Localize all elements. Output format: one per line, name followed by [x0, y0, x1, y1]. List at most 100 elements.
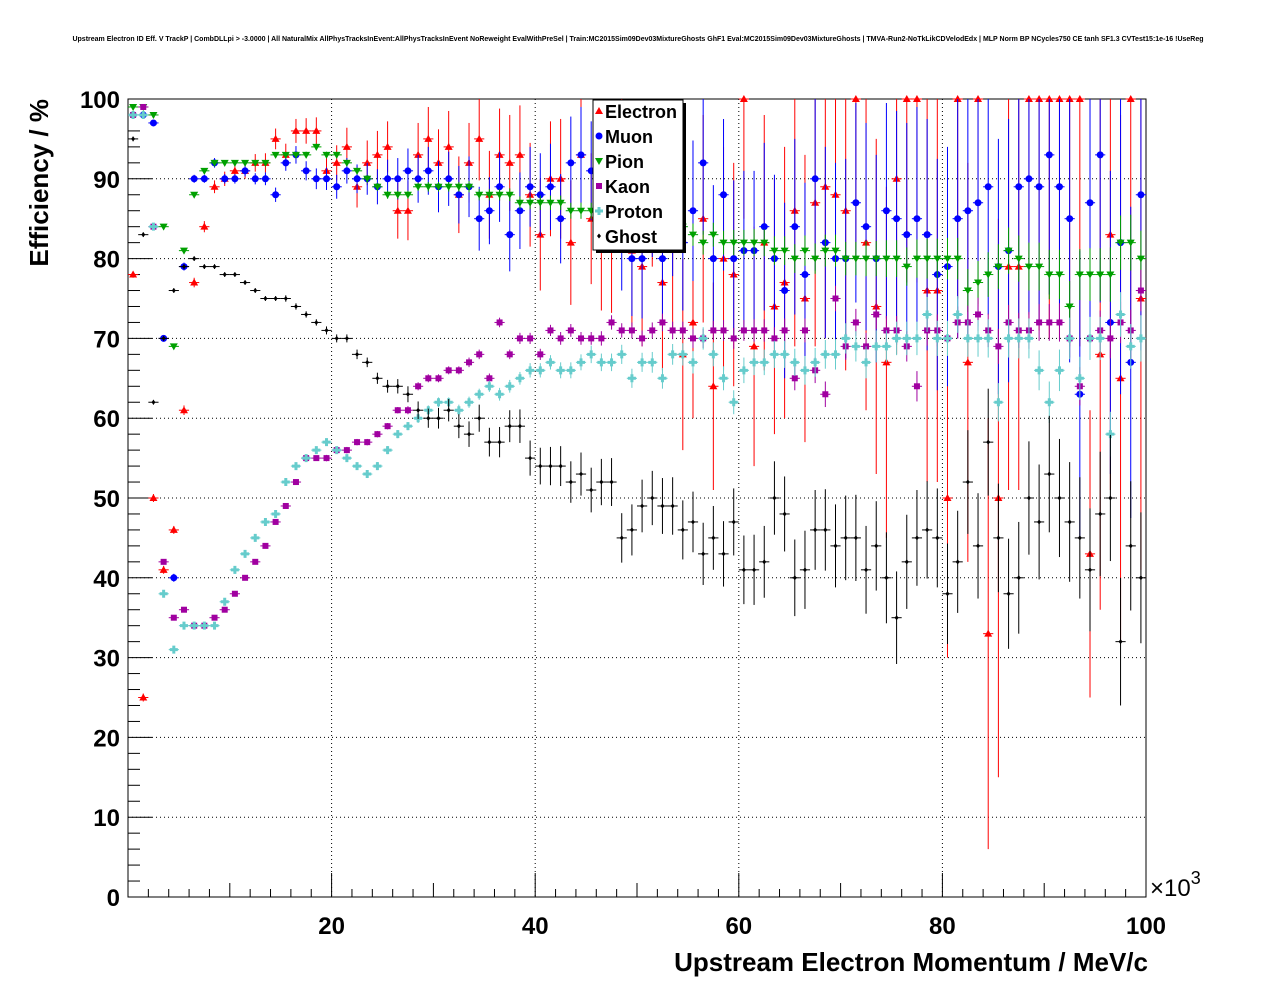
- data-point-muon: [1086, 199, 1094, 207]
- data-point-proton: [230, 565, 239, 574]
- data-point-kaon: [801, 327, 808, 334]
- data-point-pion: [485, 191, 494, 199]
- data-point-proton: [912, 334, 921, 343]
- data-point-muon: [536, 191, 544, 199]
- data-point-kaon: [761, 327, 768, 334]
- legend-label-proton: Proton: [605, 202, 663, 222]
- data-point-proton: [363, 470, 372, 479]
- data-point-electron: [739, 95, 748, 102]
- data-point-muon: [781, 287, 789, 295]
- data-point-ghost: [1118, 639, 1123, 645]
- data-point-ghost: [660, 503, 665, 509]
- data-point-ghost: [690, 519, 695, 525]
- data-point-proton: [465, 398, 474, 407]
- data-point-pion: [220, 159, 229, 167]
- chart-title: Upstream Electron ID Eff. V TrackP | Com…: [72, 36, 1204, 43]
- data-point-proton: [587, 350, 596, 359]
- data-point-proton: [811, 358, 820, 367]
- data-point-proton: [963, 334, 972, 343]
- data-point-kaon: [740, 327, 747, 334]
- data-point-pion: [495, 191, 504, 199]
- data-point-ghost: [487, 439, 492, 445]
- data-point-kaon: [689, 335, 696, 342]
- data-point-proton: [149, 222, 158, 231]
- data-point-pion: [200, 167, 209, 175]
- data-point-muon: [241, 167, 249, 175]
- legend-label-ghost: Ghost: [605, 227, 657, 247]
- data-point-pion: [190, 191, 199, 199]
- data-point-ghost: [1067, 519, 1072, 525]
- data-point-ghost: [344, 335, 349, 341]
- data-point-electron: [139, 693, 148, 701]
- data-point-muon: [1015, 183, 1023, 191]
- data-point-kaon: [476, 351, 483, 358]
- data-point-muon: [1025, 175, 1033, 183]
- data-point-proton: [434, 398, 443, 407]
- data-point-pion: [729, 239, 738, 247]
- data-point-ghost: [904, 559, 909, 565]
- data-point-proton: [770, 350, 779, 359]
- data-point-ghost: [670, 503, 675, 509]
- data-point-pion: [790, 255, 799, 263]
- data-point-ghost: [884, 575, 889, 581]
- data-point-muon: [699, 159, 707, 167]
- data-point-proton: [1055, 366, 1064, 375]
- data-point-pion: [312, 143, 321, 151]
- data-point-electron: [190, 278, 199, 286]
- data-point-kaon: [252, 558, 259, 565]
- data-point-ghost: [507, 423, 512, 429]
- data-point-kaon: [486, 375, 493, 382]
- data-point-electron: [1024, 95, 1033, 102]
- data-point-proton: [139, 110, 148, 119]
- data-point-pion: [821, 247, 830, 255]
- data-point-proton: [169, 645, 178, 654]
- data-point-proton: [332, 446, 341, 455]
- data-point-pion: [261, 159, 270, 167]
- data-point-ghost: [599, 479, 604, 485]
- data-points: [128, 95, 1146, 850]
- data-point-proton: [821, 350, 830, 359]
- data-point-pion: [332, 151, 341, 159]
- data-point-pion: [709, 231, 718, 239]
- data-point-ghost: [212, 264, 217, 270]
- data-point-pion: [912, 255, 921, 263]
- data-point-pion: [943, 255, 952, 263]
- y-tick-label: 10: [93, 805, 120, 832]
- data-point-pion: [699, 239, 708, 247]
- data-point-proton: [373, 462, 382, 471]
- data-point-kaon: [822, 391, 829, 398]
- data-point-proton: [495, 390, 504, 399]
- data-point-muon: [496, 183, 504, 191]
- y-tick-label: 40: [93, 566, 120, 593]
- data-point-muon: [964, 207, 972, 215]
- data-point-ghost: [171, 288, 176, 294]
- data-point-ghost: [1098, 511, 1103, 517]
- data-point-kaon: [1046, 319, 1053, 326]
- data-point-pion: [994, 263, 1003, 271]
- data-point-proton: [342, 454, 351, 463]
- data-point-muon: [485, 207, 493, 215]
- data-point-muon: [1137, 191, 1145, 199]
- data-point-electron: [1055, 95, 1064, 102]
- data-point-muon: [414, 175, 422, 183]
- data-point-proton: [200, 621, 209, 630]
- data-point-ghost: [914, 535, 919, 541]
- data-point-ghost: [456, 423, 461, 429]
- data-point-pion: [750, 239, 759, 247]
- data-point-proton: [1004, 334, 1013, 343]
- data-point-muon: [923, 231, 931, 239]
- data-point-ghost: [945, 591, 950, 597]
- data-point-proton: [1045, 398, 1054, 407]
- data-point-kaon: [751, 327, 758, 334]
- data-point-ghost: [467, 431, 472, 437]
- data-point-kaon: [649, 327, 656, 334]
- data-point-kaon: [588, 335, 595, 342]
- data-point-pion: [1055, 271, 1064, 279]
- data-point-proton: [678, 350, 687, 359]
- data-point-pion: [302, 151, 311, 159]
- data-point-ghost: [181, 264, 186, 270]
- data-point-kaon: [913, 383, 920, 390]
- data-point-muon: [455, 191, 463, 199]
- data-point-pion: [1014, 255, 1023, 263]
